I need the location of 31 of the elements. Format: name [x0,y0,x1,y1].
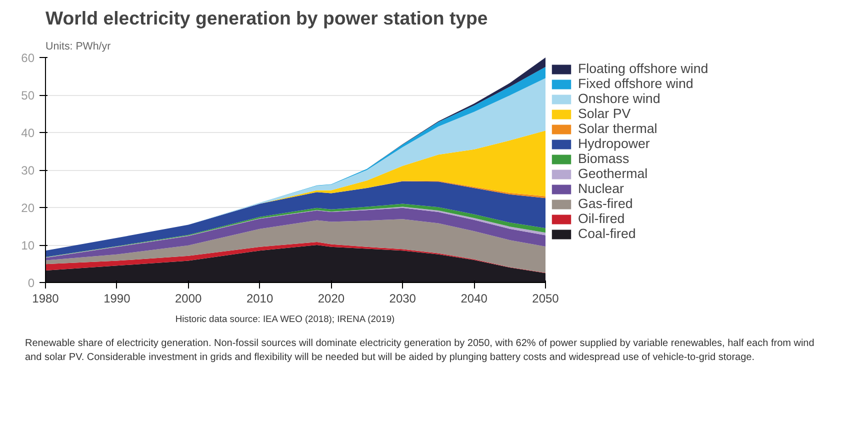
x-tick-label: 1990 [104,292,131,306]
legend-label: Fixed offshore wind [578,76,694,91]
legend-label: Gas-fired [578,196,633,211]
x-tick-label: 2020 [318,292,345,306]
y-tick-label: 60 [21,51,35,65]
legend-label: Floating offshore wind [578,61,708,76]
y-tick-label: 30 [21,164,35,178]
text: Renewable share of electricity generation. Non-fossil sources will dominate electricity generation by 2050, with 62% of power supplied by variable renewables, half each from wind and solar PV. Considerable investment in grids and flexibility will be needed but will be aided by plunging battery costs and widespread use of vehicle-to-grid storage. [25,337,816,366]
legend-label: Geothermal [578,166,648,181]
legend-label: Coal-fired [578,226,636,241]
legend-label: Solar thermal [578,121,658,136]
legend-label: Biomass [578,151,630,166]
legend-label: Hydropower [578,136,650,151]
text: Historic data source: IEA WEO (2018); IRENA (2019) [174,313,396,326]
chart-title: World electricity generation by power station type [46,8,488,28]
legend-label: Onshore wind [578,91,660,106]
x-tick-label: 2030 [389,292,416,306]
x-tick-label: 2000 [175,292,202,306]
y-tick-label: 20 [21,201,35,215]
legend-label: Oil-fired [578,211,625,226]
y-tick-label: 40 [21,126,35,140]
chart-subtitle: Units: PWh/yr [46,40,112,52]
x-tick-label: 2040 [460,292,488,306]
y-tick-label: 10 [21,238,35,252]
y-tick-label: 0 [28,276,35,290]
legend-label: Nuclear [578,181,624,196]
x-tick-label: 2010 [246,292,274,306]
x-tick-label: 1980 [32,292,60,306]
x-tick-label: 2050 [532,292,560,306]
legend-label: Solar PV [578,106,631,121]
y-tick-label: 50 [21,88,35,102]
